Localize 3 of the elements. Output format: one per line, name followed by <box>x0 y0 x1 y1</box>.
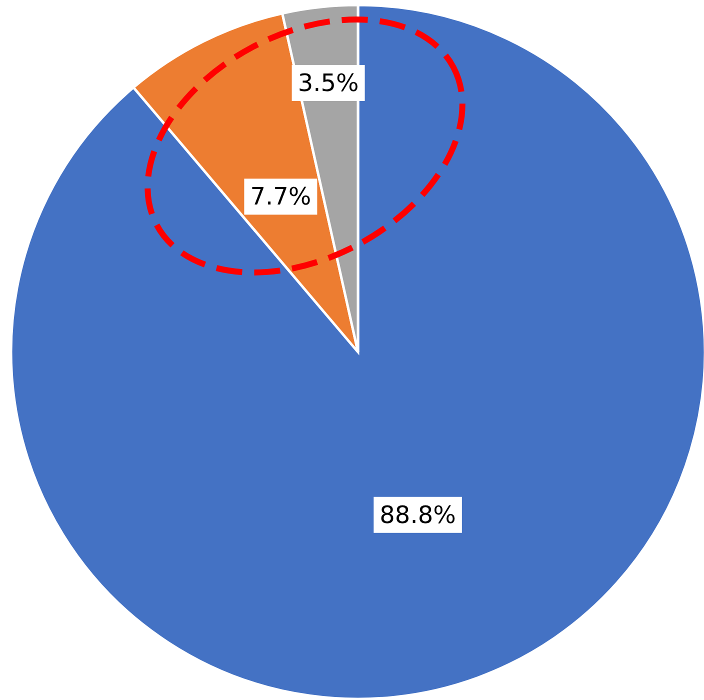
data-label: 88.8% <box>380 500 456 529</box>
data-label: 7.7% <box>250 182 312 211</box>
data-label: 3.5% <box>298 68 359 97</box>
